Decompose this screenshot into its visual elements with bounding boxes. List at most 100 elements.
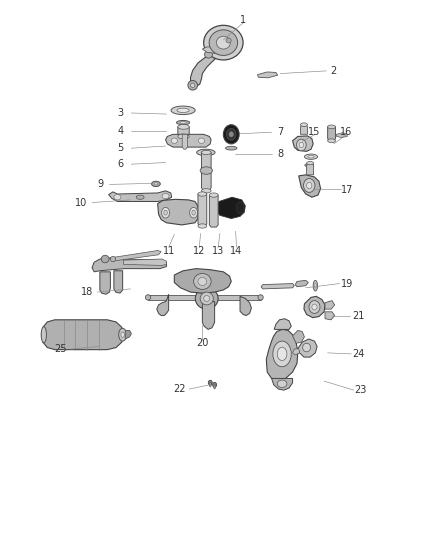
Text: 21: 21 xyxy=(352,311,364,320)
Polygon shape xyxy=(261,284,294,289)
Ellipse shape xyxy=(198,138,205,143)
Polygon shape xyxy=(148,295,261,300)
Ellipse shape xyxy=(198,277,207,286)
Text: 10: 10 xyxy=(75,198,87,207)
Text: 22: 22 xyxy=(173,384,186,394)
Polygon shape xyxy=(109,191,172,201)
Ellipse shape xyxy=(171,138,177,143)
Polygon shape xyxy=(272,378,293,390)
Ellipse shape xyxy=(200,292,213,305)
Ellipse shape xyxy=(152,181,160,187)
Ellipse shape xyxy=(191,83,195,87)
Text: 3: 3 xyxy=(117,108,124,118)
Ellipse shape xyxy=(177,108,189,112)
Polygon shape xyxy=(266,329,298,381)
Ellipse shape xyxy=(200,167,212,174)
Ellipse shape xyxy=(188,80,198,90)
Ellipse shape xyxy=(192,211,195,215)
Ellipse shape xyxy=(119,328,127,341)
Ellipse shape xyxy=(209,30,237,55)
Ellipse shape xyxy=(277,380,287,387)
Ellipse shape xyxy=(328,139,336,142)
Polygon shape xyxy=(202,47,223,53)
Polygon shape xyxy=(191,55,215,86)
Ellipse shape xyxy=(304,179,315,192)
Ellipse shape xyxy=(178,124,189,130)
Ellipse shape xyxy=(312,304,317,310)
Ellipse shape xyxy=(307,161,314,165)
Text: 1: 1 xyxy=(240,15,246,25)
Polygon shape xyxy=(328,127,336,141)
Ellipse shape xyxy=(226,128,236,140)
Polygon shape xyxy=(307,163,314,175)
Polygon shape xyxy=(157,294,169,316)
Text: 23: 23 xyxy=(354,385,366,395)
Polygon shape xyxy=(258,72,278,78)
Ellipse shape xyxy=(226,147,237,150)
Ellipse shape xyxy=(307,182,312,189)
Polygon shape xyxy=(325,312,335,320)
Ellipse shape xyxy=(198,192,207,196)
Ellipse shape xyxy=(309,301,320,313)
Ellipse shape xyxy=(209,193,218,197)
Ellipse shape xyxy=(178,134,189,139)
Text: 7: 7 xyxy=(277,127,283,137)
Ellipse shape xyxy=(198,224,207,228)
Polygon shape xyxy=(166,134,211,147)
Ellipse shape xyxy=(305,164,314,167)
Ellipse shape xyxy=(205,51,212,58)
Polygon shape xyxy=(174,269,231,293)
Ellipse shape xyxy=(216,36,230,49)
Ellipse shape xyxy=(114,195,121,200)
Ellipse shape xyxy=(136,195,144,199)
Ellipse shape xyxy=(162,207,170,218)
Text: 6: 6 xyxy=(117,159,124,169)
Ellipse shape xyxy=(208,381,212,385)
Polygon shape xyxy=(304,296,325,318)
Ellipse shape xyxy=(314,284,316,288)
Polygon shape xyxy=(295,280,308,287)
Ellipse shape xyxy=(204,25,243,60)
Ellipse shape xyxy=(308,156,314,158)
Text: 20: 20 xyxy=(196,338,208,348)
Polygon shape xyxy=(214,385,215,389)
Ellipse shape xyxy=(121,332,124,337)
Text: 18: 18 xyxy=(81,287,93,297)
Ellipse shape xyxy=(213,383,216,387)
Ellipse shape xyxy=(162,193,169,199)
Text: 14: 14 xyxy=(230,246,243,255)
Polygon shape xyxy=(125,330,131,339)
Ellipse shape xyxy=(154,183,158,185)
Ellipse shape xyxy=(195,288,218,309)
Polygon shape xyxy=(215,197,245,219)
Ellipse shape xyxy=(180,122,186,124)
Polygon shape xyxy=(110,251,161,261)
Ellipse shape xyxy=(273,341,291,367)
Polygon shape xyxy=(299,175,321,197)
Text: 9: 9 xyxy=(98,180,104,189)
Polygon shape xyxy=(124,259,166,265)
Ellipse shape xyxy=(304,154,318,159)
Ellipse shape xyxy=(177,120,190,125)
Text: 16: 16 xyxy=(340,127,352,137)
Polygon shape xyxy=(325,301,335,309)
Ellipse shape xyxy=(145,295,151,300)
Text: 4: 4 xyxy=(117,126,124,136)
Text: 15: 15 xyxy=(308,127,321,137)
Ellipse shape xyxy=(299,142,304,148)
Text: 12: 12 xyxy=(193,246,205,255)
Ellipse shape xyxy=(110,256,116,262)
Polygon shape xyxy=(293,349,300,355)
Polygon shape xyxy=(209,383,211,387)
Ellipse shape xyxy=(171,106,195,115)
Ellipse shape xyxy=(101,255,109,263)
Polygon shape xyxy=(178,127,189,136)
Ellipse shape xyxy=(258,295,263,300)
Polygon shape xyxy=(202,301,215,329)
Ellipse shape xyxy=(328,125,336,128)
Polygon shape xyxy=(42,320,124,350)
Ellipse shape xyxy=(313,280,318,291)
Ellipse shape xyxy=(226,38,231,43)
Polygon shape xyxy=(293,136,313,151)
Polygon shape xyxy=(158,199,199,225)
